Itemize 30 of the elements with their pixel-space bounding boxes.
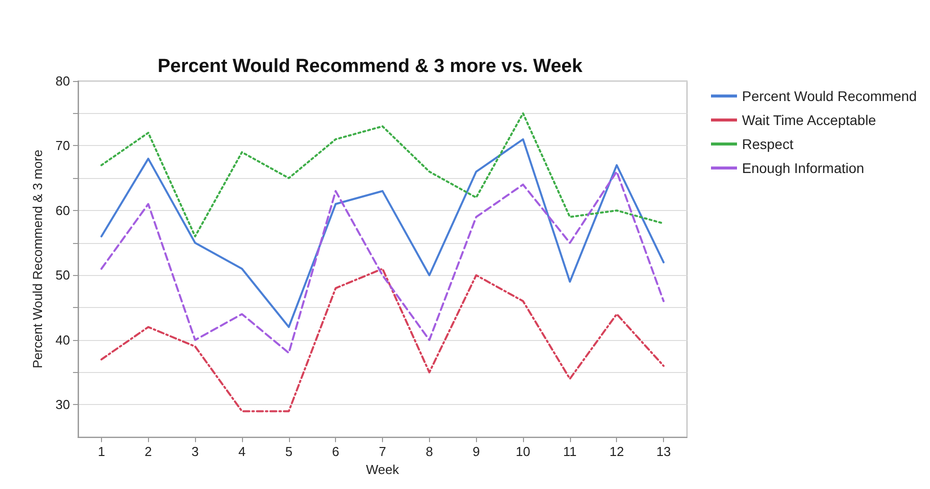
x-tick-label: 12 (609, 444, 624, 460)
x-tick-label: 11 (563, 444, 577, 460)
y-tick-label: 60 (56, 202, 70, 218)
y-tick-label: 50 (56, 268, 70, 283)
x-tick-label: 1 (98, 444, 106, 460)
x-axis-title: Week (366, 462, 400, 477)
line-series (100, 112, 665, 238)
y-tick-label: 80 (56, 74, 70, 88)
legend-label: Percent Would Recommend (742, 88, 917, 104)
line-series (100, 268, 665, 412)
x-tick-label: 3 (192, 444, 199, 460)
x-tick-label: 5 (285, 444, 292, 460)
x-tick-label: 10 (516, 444, 530, 460)
x-tick-label: 4 (238, 444, 246, 460)
chart-title: Percent Would Recommend & 3 more vs. Week (158, 56, 583, 77)
line-series (100, 138, 665, 328)
y-tick-label: 30 (56, 397, 70, 412)
y-tick-label: 40 (56, 332, 70, 348)
legend-label: Wait Time Acceptable (742, 112, 876, 128)
legend-label: Respect (742, 136, 794, 152)
x-tick-label: 9 (472, 444, 480, 460)
x-tick-label: 7 (378, 444, 386, 460)
x-tick-label: 8 (426, 444, 433, 460)
legend-label: Enough Information (742, 160, 864, 176)
x-tick-label: 2 (144, 444, 152, 460)
y-axis-title: Percent Would Recommend & 3 more (30, 150, 45, 368)
y-tick-label: 70 (56, 138, 70, 154)
line-series (100, 170, 665, 354)
x-tick-label: 6 (332, 444, 340, 460)
x-tick-label: 13 (656, 444, 671, 460)
